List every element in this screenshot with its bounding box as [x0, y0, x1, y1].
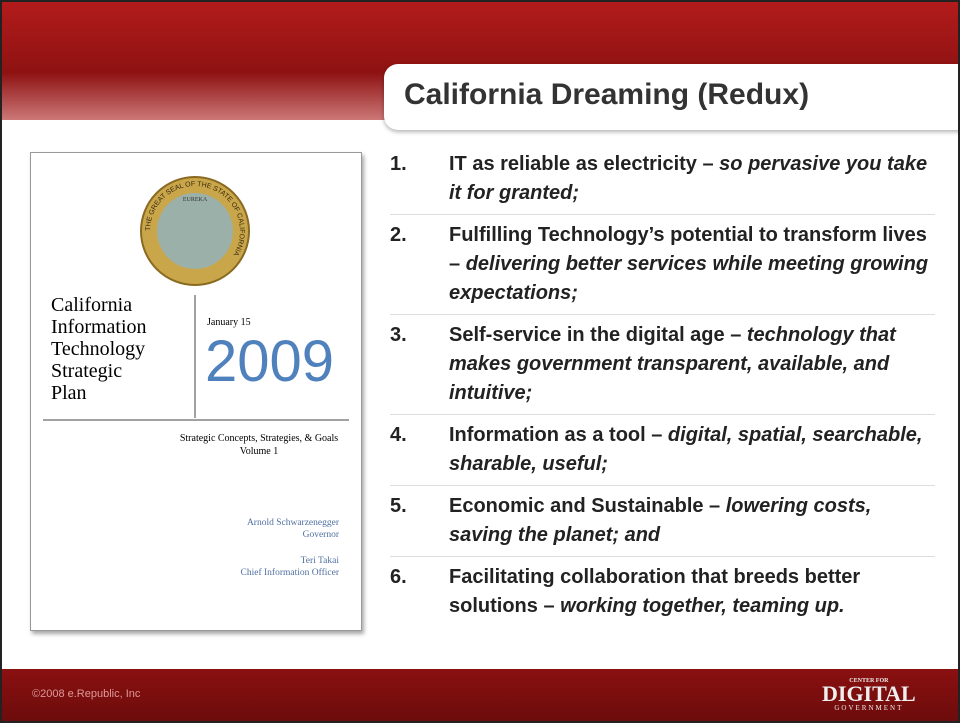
- item-text: IT as reliable as electricity – so perva…: [449, 150, 935, 208]
- signatory-name: Teri Takai: [301, 556, 340, 566]
- item-detail: delivering better services while meeting…: [449, 253, 928, 304]
- item-number: 1.: [390, 150, 449, 208]
- signatory-role: Chief Information Officer: [241, 567, 340, 578]
- item-number: 4.: [390, 421, 449, 479]
- cover-title-line: California: [51, 294, 132, 316]
- seal-motto: EUREKA: [183, 197, 208, 203]
- item-text: Information as a tool – digital, spatial…: [449, 421, 935, 479]
- item-lead: Self-service in the digital age –: [449, 324, 741, 346]
- list-item: 4.Information as a tool – digital, spati…: [390, 415, 935, 486]
- item-text: Fulfilling Technology’s potential to tra…: [449, 221, 935, 308]
- document-cover: THE GREAT SEAL OF THE STATE OF CALIFORNI…: [30, 152, 362, 631]
- list-item: 2.Fulfilling Technology’s potential to t…: [390, 215, 935, 315]
- item-lead: IT as reliable as electricity –: [449, 153, 714, 175]
- year: 2009: [205, 329, 334, 394]
- logo-main: DIGITAL: [822, 684, 916, 704]
- item-list: 1.IT as reliable as electricity – so per…: [390, 144, 935, 627]
- seal-center: [157, 193, 233, 269]
- item-detail: working together, teaming up.: [560, 595, 844, 617]
- item-number: 6.: [390, 563, 449, 621]
- item-text: Facilitating collaboration that breeds b…: [449, 563, 935, 621]
- subtitle: Strategic Concepts, Strategies, & Goals: [180, 433, 338, 444]
- footer-band: [2, 669, 958, 721]
- cover-title-line: Information: [51, 316, 147, 338]
- list-item: 6.Facilitating collaboration that breeds…: [390, 557, 935, 627]
- signatory-role: Governor: [303, 530, 340, 540]
- item-number: 3.: [390, 321, 449, 408]
- item-text: Self-service in the digital age – techno…: [449, 321, 935, 408]
- list-item: 1.IT as reliable as electricity – so per…: [390, 144, 935, 215]
- cover-art: THE GREAT SEAL OF THE STATE OF CALIFORNI…: [31, 153, 361, 630]
- item-lead: Information as a tool –: [449, 424, 662, 446]
- cover-title-line: Strategic: [51, 360, 122, 382]
- item-lead: Economic and Sustainable –: [449, 495, 720, 517]
- logo: CENTER FOR DIGITAL GOVERNMENT: [822, 678, 916, 712]
- slide-title: California Dreaming (Redux): [404, 78, 809, 112]
- item-text: Economic and Sustainable – lowering cost…: [449, 492, 935, 550]
- copyright: ©2008 e.Republic, Inc: [32, 688, 140, 700]
- date: January 15: [207, 317, 251, 328]
- logo-bottom: GOVERNMENT: [822, 704, 916, 712]
- list-item: 5.Economic and Sustainable – lowering co…: [390, 486, 935, 557]
- slide: California Dreaming (Redux) THE GREAT SE…: [0, 0, 960, 723]
- cover-title-line: Plan: [51, 382, 87, 404]
- volume: Volume 1: [240, 446, 278, 457]
- signatory-name: Arnold Schwarzenegger: [247, 518, 340, 528]
- item-number: 5.: [390, 492, 449, 550]
- cover-title-line: Technology: [51, 338, 145, 360]
- list-item: 3.Self-service in the digital age – tech…: [390, 315, 935, 415]
- item-number: 2.: [390, 221, 449, 308]
